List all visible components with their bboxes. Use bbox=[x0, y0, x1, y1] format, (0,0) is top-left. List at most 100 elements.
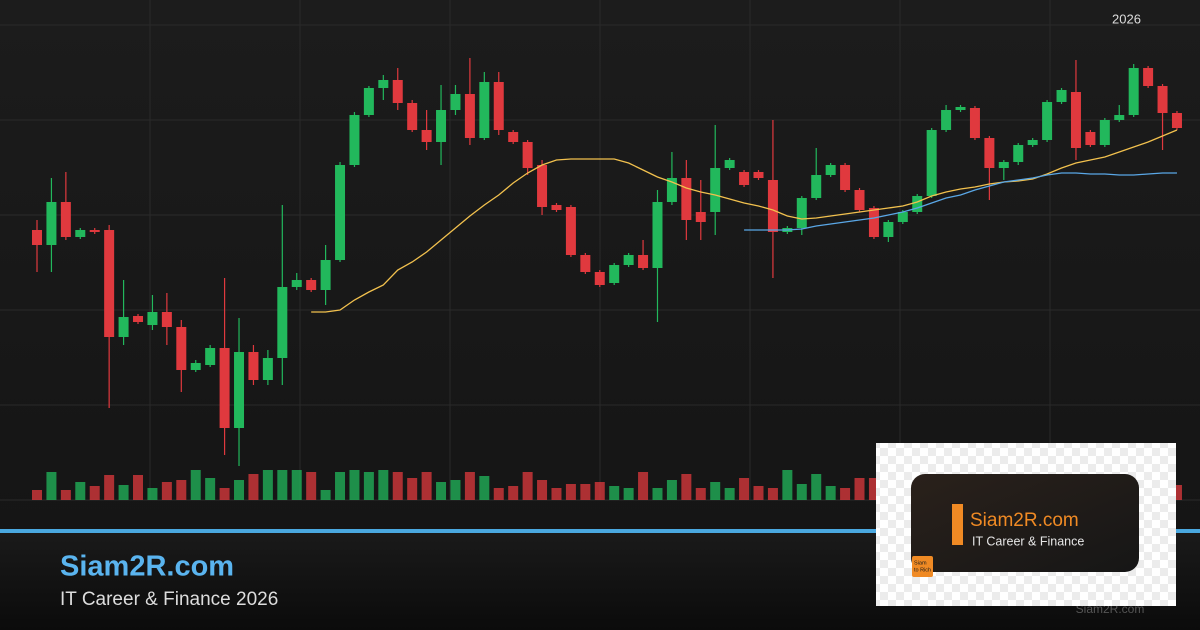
candle-body bbox=[1056, 90, 1067, 102]
candle-body bbox=[335, 165, 346, 260]
candle-body bbox=[508, 132, 519, 142]
volume-bar bbox=[421, 472, 432, 500]
candle-body bbox=[537, 165, 548, 207]
candle-body bbox=[60, 202, 71, 237]
candle-body bbox=[248, 352, 259, 380]
volume-bar bbox=[306, 472, 317, 500]
candle-body bbox=[147, 312, 158, 325]
candle-body bbox=[421, 130, 432, 142]
divider bbox=[0, 529, 1200, 533]
candle-body bbox=[897, 212, 908, 222]
volume-bar bbox=[666, 480, 677, 500]
candle-body bbox=[436, 110, 447, 142]
card-accent bbox=[952, 504, 963, 545]
candle-body bbox=[767, 180, 778, 232]
candle-body bbox=[1013, 145, 1024, 162]
candle-body bbox=[291, 280, 302, 287]
volume-bar bbox=[551, 488, 562, 500]
moving-average bbox=[311, 129, 1178, 313]
candle-body bbox=[609, 265, 620, 283]
logo-badge bbox=[912, 556, 933, 577]
volume-bar bbox=[739, 478, 750, 500]
volume-bar bbox=[176, 480, 187, 500]
candle-body bbox=[623, 255, 634, 265]
x-tick-label: 2026 bbox=[1112, 11, 1141, 26]
candle-body bbox=[176, 327, 187, 370]
candle-body bbox=[695, 212, 706, 222]
volume-bar bbox=[782, 470, 793, 500]
candle-body bbox=[1114, 115, 1125, 120]
volume-bar bbox=[32, 490, 42, 500]
candle-body bbox=[926, 130, 937, 196]
candle-body bbox=[1157, 86, 1168, 113]
volume-bar bbox=[349, 470, 360, 500]
volume-bar bbox=[450, 480, 461, 500]
volume-bar bbox=[522, 472, 533, 500]
volume-bar bbox=[190, 470, 201, 500]
candle-body bbox=[464, 94, 475, 138]
candle-body bbox=[219, 348, 230, 428]
volume-bar bbox=[695, 488, 706, 500]
candle-body bbox=[522, 142, 533, 168]
volume-bar bbox=[147, 488, 158, 500]
volume-bar bbox=[638, 472, 649, 500]
volume-bar bbox=[464, 472, 475, 500]
volume-bar bbox=[320, 490, 331, 500]
volume-bar bbox=[234, 480, 245, 500]
candle-body bbox=[825, 165, 836, 175]
moving-average bbox=[744, 172, 1177, 231]
volume-bar bbox=[378, 470, 389, 500]
volume-bar bbox=[537, 480, 548, 500]
candle-body bbox=[1027, 140, 1038, 145]
candle-body bbox=[565, 207, 576, 255]
candle-body bbox=[796, 198, 807, 228]
candle-body bbox=[710, 168, 721, 212]
candle-body bbox=[493, 82, 504, 130]
volume-bar bbox=[479, 476, 490, 500]
candle-body bbox=[118, 317, 129, 337]
candle-body bbox=[89, 230, 100, 232]
volume-bar bbox=[407, 478, 418, 500]
logo-card: Siam2R.com IT Career & Finance Siam to R… bbox=[876, 443, 1176, 606]
candle-body bbox=[594, 272, 605, 285]
volume-bar bbox=[796, 484, 807, 500]
candle-body bbox=[277, 287, 288, 358]
candle-body bbox=[479, 82, 490, 138]
volume-bar bbox=[205, 478, 216, 500]
volume-bar bbox=[104, 475, 115, 500]
volume-bar bbox=[594, 482, 605, 500]
volume-bar bbox=[219, 488, 230, 500]
candle-body bbox=[551, 205, 562, 210]
card bbox=[911, 474, 1139, 572]
volume-bar bbox=[767, 488, 778, 500]
volume-bar bbox=[623, 488, 634, 500]
volume-bar bbox=[854, 478, 865, 500]
logo-text: Siam bbox=[914, 560, 927, 566]
volume-bar bbox=[652, 488, 663, 500]
candle-body bbox=[349, 115, 360, 165]
volume-bar bbox=[508, 486, 519, 500]
candle-body bbox=[666, 178, 677, 202]
volume-bar bbox=[118, 485, 129, 500]
candle-body bbox=[1042, 102, 1053, 140]
volume-bar bbox=[825, 486, 836, 500]
candle-body bbox=[133, 316, 144, 322]
volume-bar bbox=[436, 482, 447, 500]
volume-bar bbox=[1171, 485, 1182, 500]
volume-bar bbox=[840, 488, 851, 500]
volume-bar bbox=[811, 474, 822, 500]
candle-body bbox=[840, 165, 851, 190]
candle-body bbox=[161, 312, 172, 327]
candle-body bbox=[392, 80, 403, 103]
volume-bar bbox=[580, 484, 591, 500]
candle-body bbox=[941, 110, 952, 130]
candle-body bbox=[75, 230, 86, 237]
candle-body bbox=[1085, 132, 1096, 145]
volume-bar bbox=[248, 474, 259, 500]
volume-bar bbox=[493, 488, 504, 500]
candle-body bbox=[753, 172, 764, 178]
candle-body bbox=[580, 255, 591, 272]
candle-body bbox=[739, 172, 750, 185]
candle-body bbox=[190, 363, 201, 370]
